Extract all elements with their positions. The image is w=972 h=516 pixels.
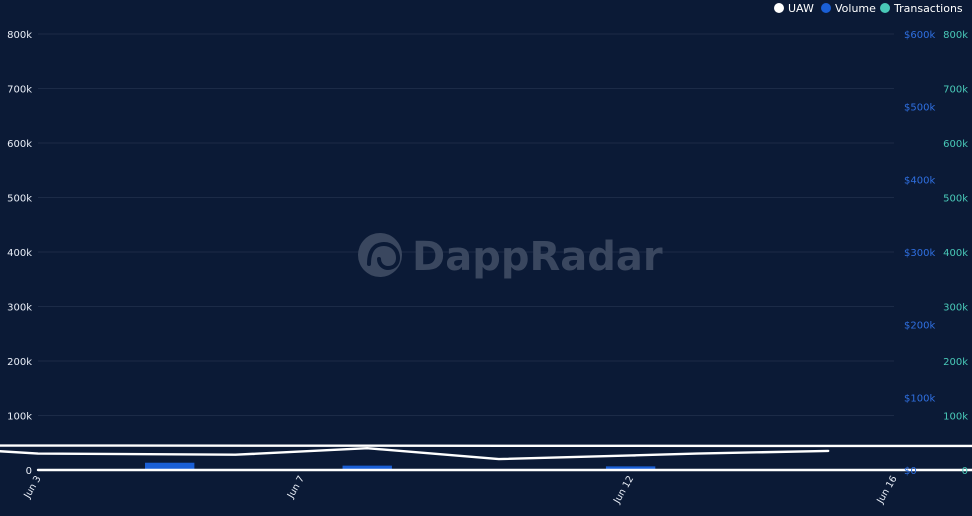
y-right-volume-tick-label: $300k (904, 248, 935, 259)
y-right-transactions-tick-label: 500k (943, 194, 968, 205)
y-left-tick-label: 300k (7, 303, 32, 314)
y-right-transactions-tick-label: 200k (943, 357, 968, 368)
watermark-text: DappRadar (412, 234, 663, 280)
y-right-transactions-tick-label: 0 (962, 466, 968, 477)
y-right-volume-tick-label: $100k (904, 393, 935, 404)
y-right-transactions-tick-label: 300k (943, 303, 968, 314)
legend: UAW Volume Transactions (774, 2, 963, 15)
legend-transactions-dot-icon (880, 3, 890, 13)
legend-uaw-dot-icon (774, 3, 784, 13)
y-right-transactions-tick-label: 700k (943, 85, 968, 96)
legend-transactions-label: Transactions (893, 2, 963, 15)
legend-item-volume[interactable]: Volume (821, 2, 876, 15)
y-right-volume-tick-label: $200k (904, 321, 935, 332)
volume-bar (145, 462, 195, 470)
x-tick-label: Jun 7 (285, 474, 307, 501)
legend-volume-dot-icon (821, 3, 831, 13)
watermark: DappRadar (358, 233, 663, 280)
x-tick-label: Jun 16 (875, 474, 900, 506)
y-left-tick-label: 600k (7, 139, 32, 150)
y-left-tick-label: 800k (7, 30, 32, 41)
y-axis-right-transactions: 0 100k 200k 300k 400k 500k 600k 700k 800k (943, 30, 968, 477)
volume-bar (342, 465, 392, 470)
y-right-volume-tick-label: $400k (904, 175, 935, 186)
y-axis-left: 0 100k 200k 300k 400k 500k 600k 700k 800k (7, 30, 32, 477)
x-tick-label: Jun 3 (22, 474, 44, 501)
dappradar-logo-icon (358, 233, 402, 277)
grid-lines (38, 33, 894, 471)
y-left-tick-label: 700k (7, 85, 32, 96)
y-right-volume-tick-label: $500k (904, 103, 935, 114)
legend-uaw-label: UAW (788, 2, 814, 15)
y-right-transactions-tick-label: 400k (943, 248, 968, 259)
y-left-tick-label: 500k (7, 194, 32, 205)
legend-volume-label: Volume (835, 2, 876, 15)
legend-item-uaw[interactable]: UAW (774, 2, 814, 15)
volume-bars (145, 462, 656, 470)
x-tick-label: Jun 12 (611, 474, 636, 506)
y-left-tick-label: 100k (7, 412, 32, 423)
y-axis-right-volume: $0 $100k $200k $300k $400k $500k $600k (904, 30, 935, 477)
y-left-tick-label: 0 (26, 466, 32, 477)
y-right-volume-tick-label: $600k (904, 30, 935, 41)
y-left-tick-label: 400k (7, 248, 32, 259)
y-right-transactions-tick-label: 800k (943, 30, 968, 41)
volume-bar (605, 466, 656, 470)
y-right-volume-tick-label: $0 (904, 466, 917, 477)
legend-item-transactions[interactable]: Transactions (880, 2, 963, 15)
y-right-transactions-tick-label: 600k (943, 139, 968, 150)
y-right-transactions-tick-label: 100k (943, 412, 968, 423)
y-left-tick-label: 200k (7, 357, 32, 368)
